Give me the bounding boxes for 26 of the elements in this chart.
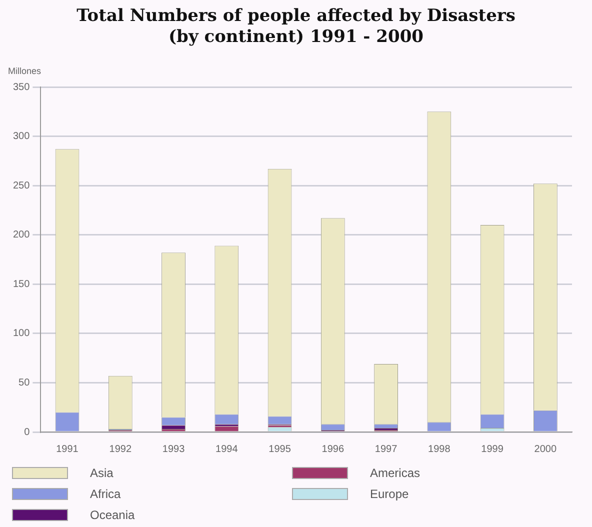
y-tick-label: 100: [12, 328, 30, 340]
x-tick-label: 1996: [322, 444, 344, 455]
legend-label: Americas: [370, 466, 420, 480]
y-tick-label: 0: [24, 426, 30, 438]
chart-subtitle: (by continent) 1991 - 2000: [168, 27, 424, 48]
x-tick-label: 1992: [109, 444, 132, 455]
legend-label: Asia: [90, 466, 114, 480]
x-tick-label: 1998: [428, 444, 451, 455]
y-tick-label: 200: [12, 230, 30, 241]
x-tick-label: 1999: [481, 444, 504, 455]
y-tick-label: 50: [18, 377, 30, 388]
y-tick-label: 350: [12, 82, 30, 93]
y-axis-title: Millones: [8, 66, 42, 76]
x-tick-label: 1995: [268, 444, 292, 455]
x-tick-label: 1997: [374, 444, 398, 455]
x-tick-label: 2000: [534, 444, 557, 455]
x-tick-label: 1993: [162, 444, 186, 455]
chart-title: Total Numbers of people affected by Disasters: [76, 6, 516, 27]
legend-label: Africa: [90, 486, 121, 500]
y-tick-label: 250: [12, 180, 30, 192]
x-tick-label: 1991: [56, 444, 79, 455]
x-tick-label: 1994: [216, 444, 238, 455]
y-tick-label: 150: [12, 278, 30, 290]
legend-label: Europe: [370, 486, 409, 500]
legend-label: Oceania: [90, 508, 135, 522]
y-tick-label: 300: [12, 131, 30, 142]
